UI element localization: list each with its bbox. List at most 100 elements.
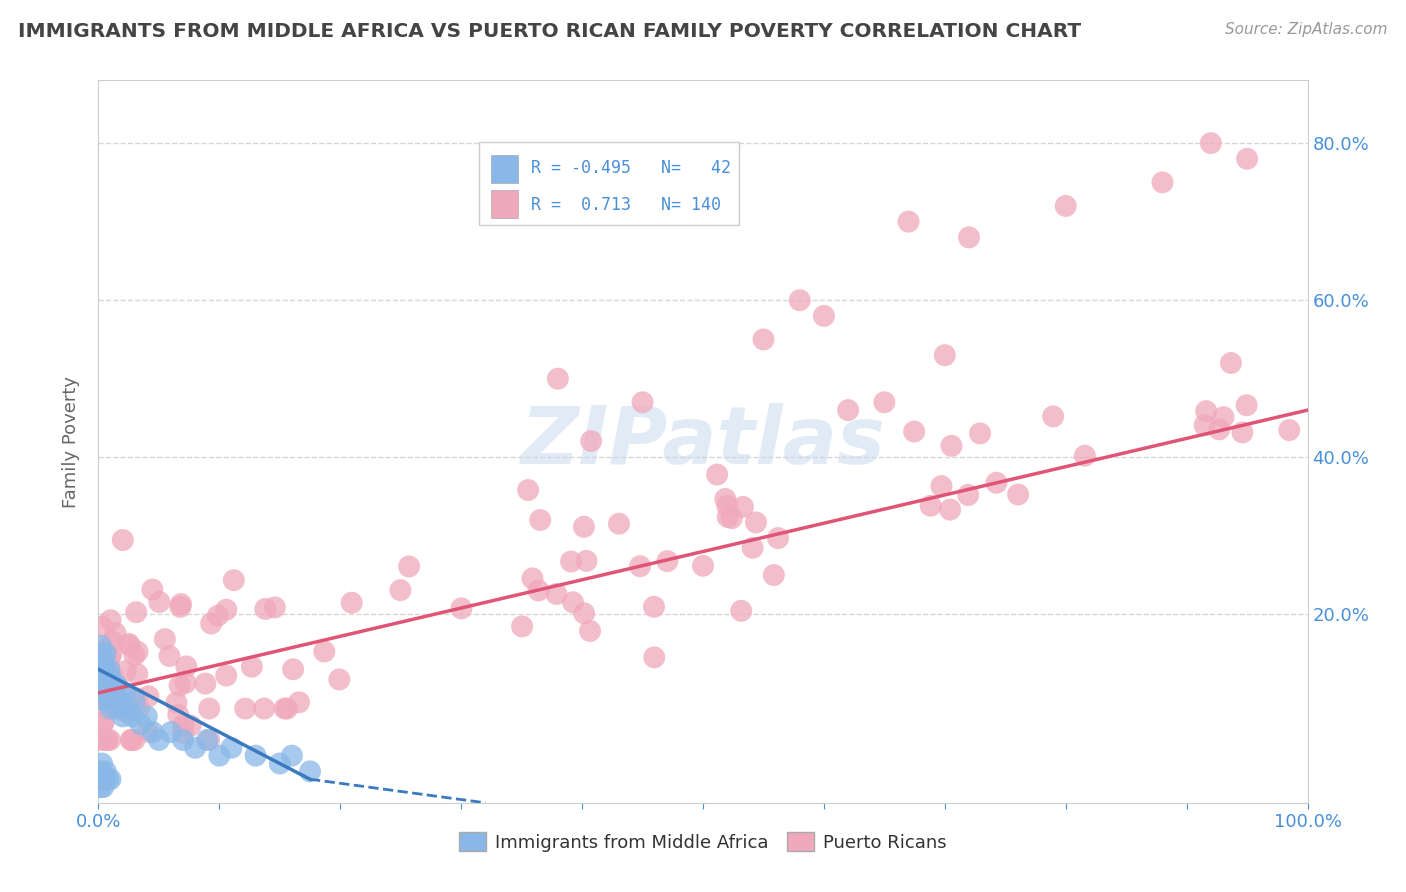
Point <box>89 772 111 787</box>
Point <box>98 733 121 747</box>
Point <box>93 662 115 676</box>
Point <box>120 733 142 747</box>
Point <box>741 541 763 555</box>
Point <box>1194 418 1216 433</box>
Point <box>135 709 157 723</box>
Point <box>643 599 665 614</box>
Text: R =  0.713   N= 140: R = 0.713 N= 140 <box>531 196 721 214</box>
Point <box>299 764 322 779</box>
Point <box>969 426 991 441</box>
Point <box>97 686 120 700</box>
Point <box>240 659 263 673</box>
Point <box>169 679 191 693</box>
Point <box>142 725 165 739</box>
Point <box>115 664 138 678</box>
Point <box>631 395 654 409</box>
Point <box>90 780 112 794</box>
Point <box>94 764 117 779</box>
Point <box>128 701 150 715</box>
Point <box>657 554 679 568</box>
Point <box>1152 175 1174 189</box>
Point <box>510 619 533 633</box>
Point <box>91 715 114 730</box>
Point <box>527 583 550 598</box>
Point <box>1199 136 1222 150</box>
Y-axis label: Family Poverty: Family Poverty <box>62 376 80 508</box>
Point <box>91 780 114 794</box>
Point <box>789 293 811 308</box>
Point <box>720 511 742 525</box>
FancyBboxPatch shape <box>492 155 517 183</box>
Point <box>94 733 117 747</box>
Point <box>91 643 114 657</box>
Point <box>172 726 194 740</box>
Point <box>717 510 740 524</box>
Point <box>195 733 218 747</box>
Point <box>281 748 304 763</box>
Point <box>215 668 238 682</box>
Point <box>314 644 336 658</box>
Point <box>986 475 1008 490</box>
Point <box>692 558 714 573</box>
Point <box>766 531 789 545</box>
Point <box>124 733 146 747</box>
Point <box>127 667 149 681</box>
Point <box>121 709 143 723</box>
Point <box>96 670 118 684</box>
Point <box>1220 356 1243 370</box>
Point <box>1236 398 1258 412</box>
Point <box>111 709 134 723</box>
Point <box>124 648 146 663</box>
Point <box>1195 404 1218 418</box>
Point <box>118 639 141 653</box>
Point <box>110 685 132 699</box>
Point <box>198 701 221 715</box>
Point <box>575 554 598 568</box>
Point <box>233 701 256 715</box>
Point <box>112 704 135 718</box>
Point <box>263 600 285 615</box>
Point <box>572 520 595 534</box>
Point <box>98 650 121 665</box>
Point <box>91 686 114 700</box>
Point <box>96 733 118 747</box>
Point <box>1232 425 1254 440</box>
Point <box>254 602 277 616</box>
Text: R = -0.495   N=   42: R = -0.495 N= 42 <box>531 159 731 177</box>
Point <box>1042 409 1064 424</box>
Point <box>97 772 120 787</box>
Point <box>93 694 115 708</box>
Point <box>94 647 117 661</box>
Point <box>165 696 187 710</box>
Text: IMMIGRANTS FROM MIDDLE AFRICA VS PUERTO RICAN FAMILY POVERTY CORRELATION CHART: IMMIGRANTS FROM MIDDLE AFRICA VS PUERTO … <box>18 22 1081 41</box>
Point <box>269 756 291 771</box>
Point <box>89 657 111 672</box>
Point <box>91 655 114 669</box>
Point <box>939 502 962 516</box>
Point <box>100 670 122 684</box>
Point <box>221 740 243 755</box>
Point <box>276 701 298 715</box>
Point <box>607 516 630 531</box>
Point <box>194 676 217 690</box>
Point <box>89 652 111 666</box>
Point <box>716 499 738 513</box>
Point <box>572 607 595 621</box>
Text: ZIPatlas: ZIPatlas <box>520 402 886 481</box>
Point <box>169 599 191 614</box>
Point <box>91 704 114 718</box>
Point <box>89 683 111 698</box>
Point <box>547 372 569 386</box>
Point <box>529 513 551 527</box>
Point <box>957 230 980 244</box>
Point <box>101 634 124 648</box>
Point <box>873 395 896 409</box>
Point <box>897 214 920 228</box>
Point <box>89 691 111 706</box>
Point <box>108 694 131 708</box>
Point <box>141 582 163 597</box>
Point <box>118 637 141 651</box>
Point <box>93 772 115 787</box>
Point <box>91 647 114 661</box>
Point <box>114 686 136 700</box>
